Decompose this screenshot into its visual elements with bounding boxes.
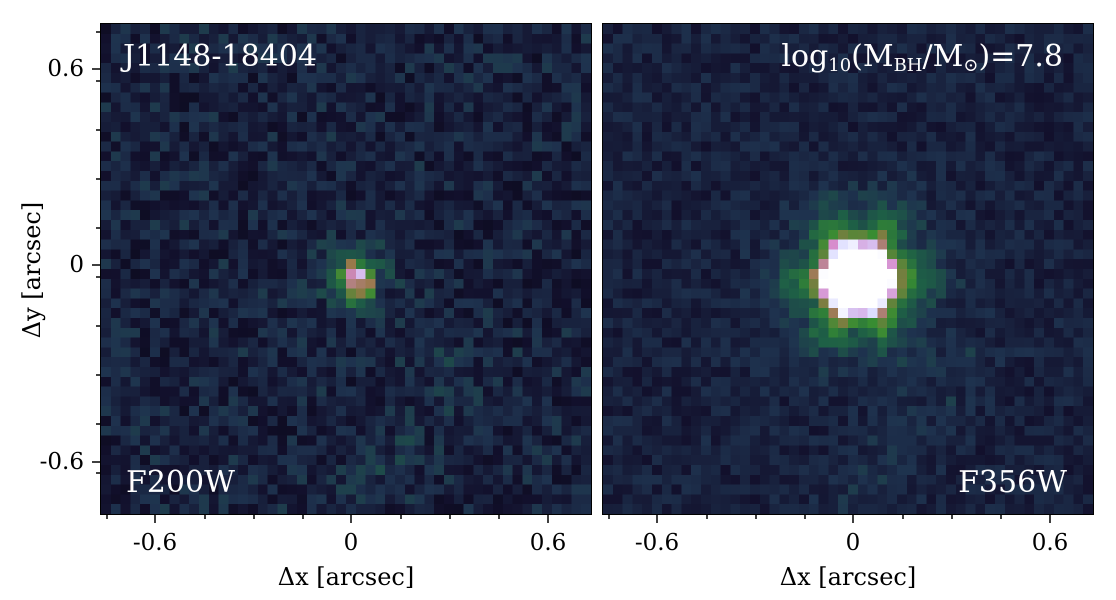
image-f200w <box>101 24 591 514</box>
bh-mass-sun: ⊙ <box>963 55 979 77</box>
xtick-label-left-2: 0 <box>343 530 359 556</box>
filter-label-f200w: F200W <box>126 465 235 500</box>
image-panel-f200w: J1148-18404 F200W <box>100 23 592 515</box>
bh-mass-log: log <box>781 39 829 74</box>
image-panel-f356w: log10(MBH/M⊙)=7.8 F356W <box>602 23 1094 515</box>
xtick-label-left-1: -0.6 <box>132 530 178 556</box>
bh-mass-label: log10(MBH/M⊙)=7.8 <box>781 42 1063 75</box>
bh-mass-slash: /M <box>922 39 964 74</box>
ylabel: Δy [arcsec] <box>18 201 46 339</box>
bh-mass-log-base: 10 <box>828 55 852 77</box>
xlabel-left: Δx [arcsec] <box>277 563 415 591</box>
bh-mass-value: )=7.8 <box>978 39 1063 74</box>
xtick-label-left-3: 0.6 <box>529 530 567 556</box>
xlabel-right: Δx [arcsec] <box>779 563 917 591</box>
xtick-label-right-3: 0.6 <box>1031 530 1069 556</box>
bh-mass-bh: BH <box>893 55 923 77</box>
object-name-label: J1148-18404 <box>123 39 317 74</box>
ytick-label-mid: 0 <box>69 252 84 278</box>
image-f356w <box>603 24 1093 514</box>
filter-label-f356w: F356W <box>958 465 1067 500</box>
xtick-label-right-2: 0 <box>845 530 861 556</box>
ytick-label-bottom: -0.6 <box>39 449 84 475</box>
xtick-label-right-1: -0.6 <box>634 530 680 556</box>
bh-mass-open: (M <box>851 39 894 74</box>
ytick-label-top: 0.6 <box>47 56 84 82</box>
